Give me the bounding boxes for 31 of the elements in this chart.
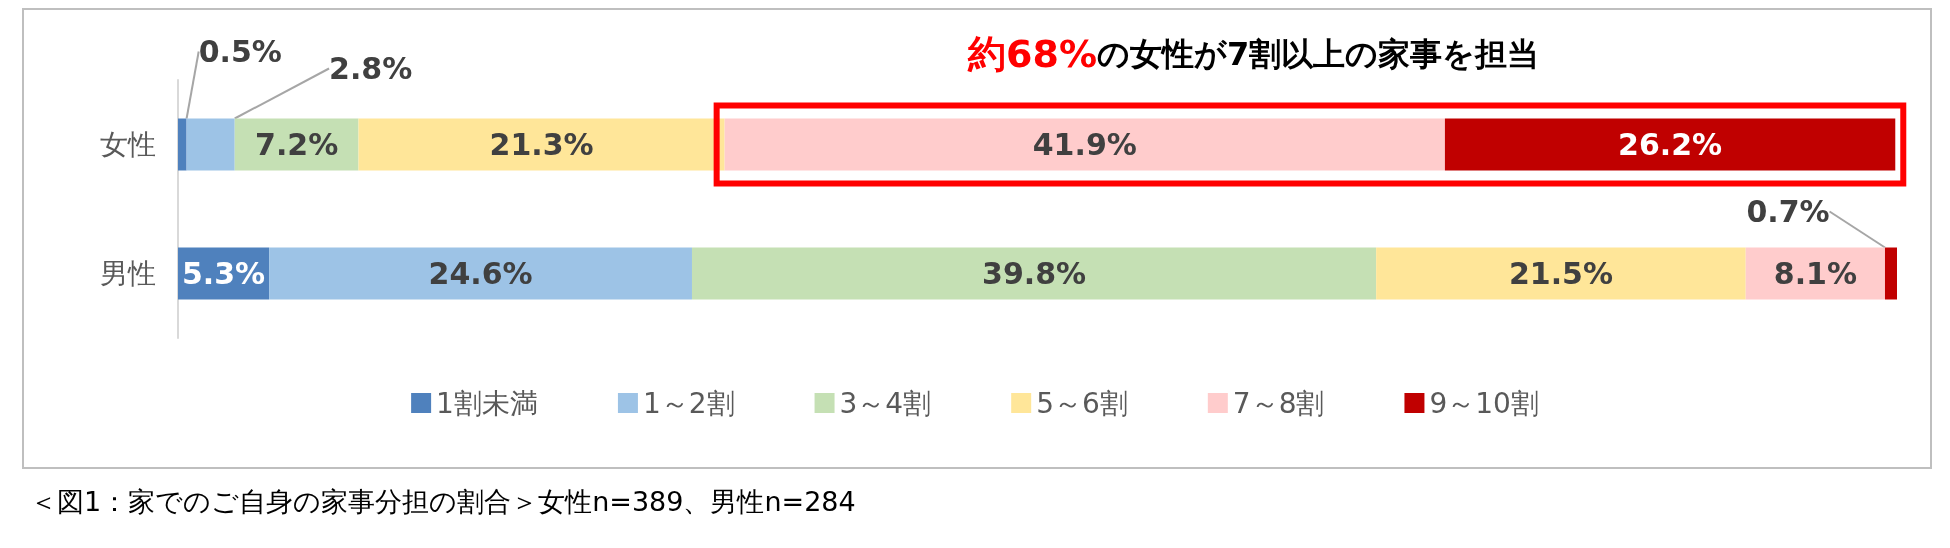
data-label: 24.6% <box>428 256 533 291</box>
data-label: 0.5% <box>198 34 282 69</box>
data-label: 21.3% <box>489 127 594 162</box>
bar <box>186 118 235 171</box>
legend-label: 1～2割 <box>642 386 735 420</box>
legend-label: 3～4割 <box>839 386 932 420</box>
data-label: 0.7% <box>1746 194 1830 229</box>
legend-label: 5～6割 <box>1036 386 1128 420</box>
y-tick-label: 男性 <box>100 257 156 290</box>
data-label: 21.5% <box>1508 256 1613 291</box>
bar <box>358 118 725 171</box>
bar <box>1884 247 1897 300</box>
bar <box>269 247 692 300</box>
legend-label: 9～10割 <box>1429 386 1539 420</box>
data-label: 8.1% <box>1773 256 1857 291</box>
legend-label: 1割未満 <box>436 386 538 420</box>
data-label: 26.2% <box>1618 127 1723 162</box>
text: ＜図1：家でのご自身の家事分担の割合＞女性n=389、男性n=284 <box>30 485 856 519</box>
data-label: 39.8% <box>982 256 1087 291</box>
bar <box>1444 118 1896 171</box>
bar <box>1376 247 1746 300</box>
data-label: 41.9% <box>1032 127 1137 162</box>
data-label: 7.2% <box>255 127 339 162</box>
legend-label: 7～8割 <box>1232 386 1325 420</box>
bar <box>724 118 1445 171</box>
chart-title: 約68%の女性が7割以上の家事を担当 <box>967 32 1540 76</box>
data-label: 5.3% <box>181 256 266 291</box>
bar <box>691 247 1377 300</box>
bar <box>178 118 187 171</box>
y-tick-label: 女性 <box>100 128 156 161</box>
data-label: 2.8% <box>329 51 413 86</box>
